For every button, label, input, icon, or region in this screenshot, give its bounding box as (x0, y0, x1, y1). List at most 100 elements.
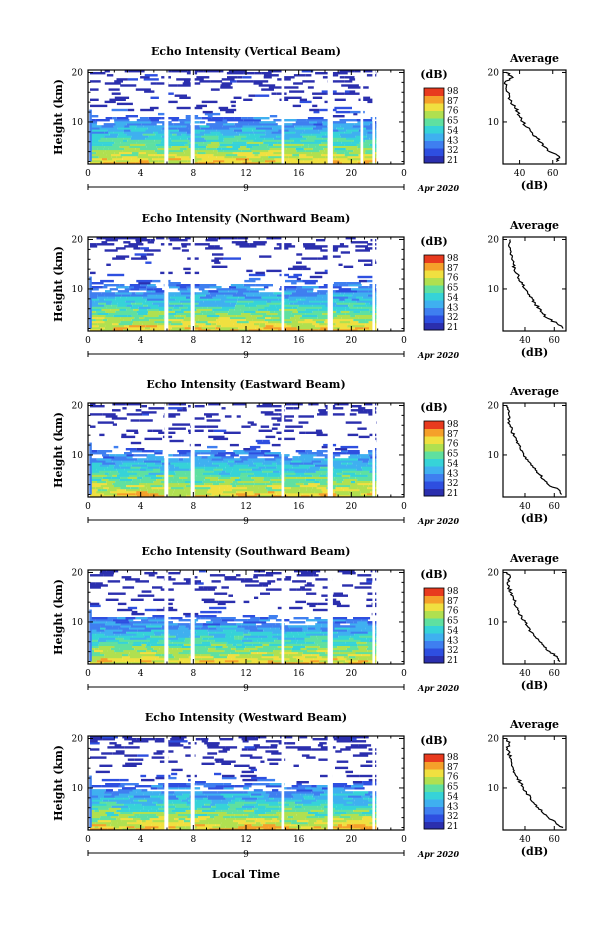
heatmap-cell (148, 809, 157, 812)
heatmap-cell (313, 793, 321, 796)
heatmap-cell (332, 129, 339, 132)
heatmap-cell (275, 623, 280, 626)
heatmap-cell (147, 294, 157, 297)
heatmap-cell (98, 298, 105, 301)
average-y-tick-label: 20 (488, 235, 500, 245)
colorbar-tick-label: 32 (447, 313, 458, 323)
colorbar-segment (424, 320, 444, 323)
heatmap-cell (177, 643, 184, 646)
heatmap-cell (90, 133, 98, 136)
heatmap-cell (335, 495, 351, 497)
heatmap-cell (215, 785, 224, 788)
heatmap-cell (90, 470, 100, 473)
heatmap-cell (192, 78, 204, 81)
heatmap-cell (375, 657, 377, 661)
heatmap-cell (107, 813, 119, 817)
heatmap-cell (99, 817, 117, 821)
heatmap-cell (213, 153, 226, 157)
heatmap-cell (181, 292, 196, 295)
heatmap-cell (98, 825, 114, 829)
heatmap-cell (133, 308, 139, 311)
heatmap-cell (298, 421, 309, 424)
x-tick-label: 20 (346, 502, 358, 512)
heatmap-cell (151, 785, 163, 788)
colorbar-segment (424, 827, 444, 830)
heatmap-cell (313, 123, 323, 126)
heatmap-cell (112, 625, 121, 628)
heatmap-cell (296, 823, 308, 827)
colorbar-tick-label: 21 (447, 323, 458, 333)
heatmap-cell (244, 746, 255, 749)
heatmap-cell (246, 141, 264, 144)
heatmap-cell (100, 625, 112, 628)
heatmap-cell (238, 495, 246, 497)
heatmap-cell (331, 600, 341, 604)
heatmap-cell (251, 159, 265, 163)
heatmap-cell (253, 139, 263, 142)
heatmap-cell (265, 324, 274, 328)
heatmap-cell (221, 82, 233, 85)
heatmap-cell (339, 133, 351, 136)
heatmap-cell (242, 778, 258, 782)
heatmap-cell (301, 460, 312, 463)
heatmap-cell (107, 649, 115, 653)
heatmap-cell (106, 639, 119, 642)
heatmap-cell (228, 801, 235, 804)
heatmap-cell (158, 783, 164, 786)
heatmap-cell (143, 793, 160, 796)
colorbar-segment (424, 638, 444, 641)
heatmap-cell (309, 275, 323, 279)
heatmap-cell (286, 643, 302, 646)
heatmap-cell (248, 631, 258, 634)
heatmap-cell (124, 288, 131, 291)
heatmap-cell (115, 662, 132, 664)
heatmap-cell (216, 302, 231, 305)
heatmap-cell (140, 478, 157, 481)
heatmap-cell (89, 276, 92, 329)
heatmap-cell (242, 466, 259, 469)
heatmap-cell (258, 803, 269, 806)
heatmap-cell (250, 795, 264, 798)
heatmap-cell (111, 417, 127, 420)
heatmap-cell (234, 815, 248, 819)
heatmap-cell (199, 819, 216, 823)
heatmap-cell (223, 795, 233, 798)
heatmap-cell (141, 789, 148, 792)
heatmap-cell (90, 643, 94, 646)
heatmap-cell (221, 306, 235, 309)
heatmap-cell (90, 324, 99, 328)
heatmap-cell (296, 286, 302, 289)
heatmap-cell (342, 584, 354, 587)
heatmap-cell (337, 799, 355, 802)
heatmap-cell (299, 153, 307, 157)
heatmap-cell (265, 298, 279, 301)
heatmap-cell (318, 758, 329, 761)
colorbar-segment (424, 290, 444, 293)
colorbar-segment (424, 447, 444, 450)
heatmap-cell (207, 639, 215, 642)
heatmap-cell (342, 825, 354, 829)
heatmap-cell (178, 651, 190, 655)
heatmap-cell (315, 320, 325, 324)
heatmap-cell (261, 815, 279, 819)
heatmap-cell (116, 255, 130, 258)
heatmap-cell (195, 314, 207, 318)
heatmap-cell (261, 655, 279, 659)
colorbar-segment (424, 633, 444, 636)
heatmap-cell (112, 619, 129, 622)
heatmap-cell (112, 752, 125, 755)
heatmap-cell (100, 815, 111, 819)
heatmap-cell (172, 492, 187, 496)
heatmap-cell (237, 625, 242, 628)
heatmap-cell (150, 476, 163, 479)
heatmap-cell (201, 117, 212, 120)
heatmap-cell (342, 162, 358, 164)
heatmap-cell (111, 793, 120, 796)
heatmap-cell (318, 157, 337, 161)
colorbar-segment (424, 422, 444, 426)
heatmap-cell (358, 316, 372, 320)
colorbar-segment (424, 424, 444, 428)
heatmap-cell (204, 112, 221, 116)
colorbar-segment (424, 460, 444, 463)
heatmap-cell (279, 472, 284, 475)
